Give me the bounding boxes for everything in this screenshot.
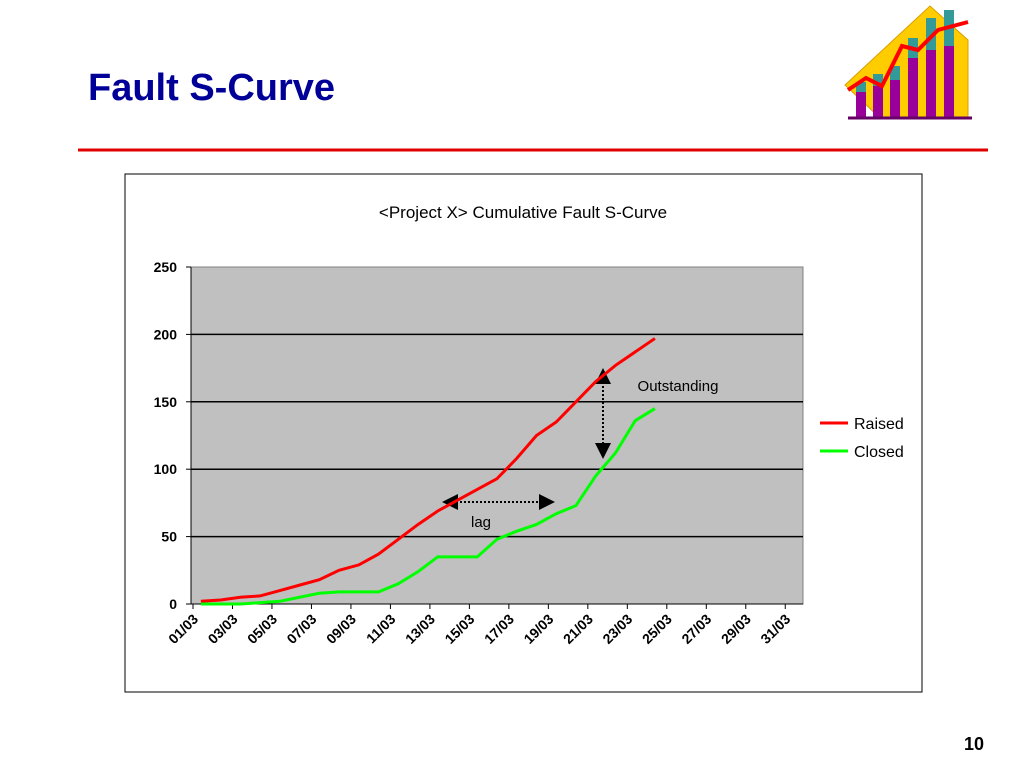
legend-label: Closed xyxy=(854,444,904,461)
plot-area xyxy=(190,266,804,605)
y-tick-label: 200 xyxy=(154,326,178,342)
series-line xyxy=(200,407,656,606)
y-tick-label: 150 xyxy=(154,394,178,410)
y-tick-label: 0 xyxy=(169,596,177,612)
series-line xyxy=(200,337,656,603)
y-tick-label: 250 xyxy=(154,259,178,275)
annotation: Outstanding xyxy=(638,378,719,395)
y-tick-label: 50 xyxy=(161,529,177,545)
slide-title: Fault S-Curve xyxy=(88,67,335,109)
legend-label: Raised xyxy=(854,416,904,433)
page-number: 10 xyxy=(964,734,984,754)
logo xyxy=(844,5,972,120)
y-tick-label: 100 xyxy=(154,461,178,477)
annotation: lag xyxy=(471,514,491,531)
chart-title: <Project X> Cumulative Fault S-Curve xyxy=(379,203,667,222)
